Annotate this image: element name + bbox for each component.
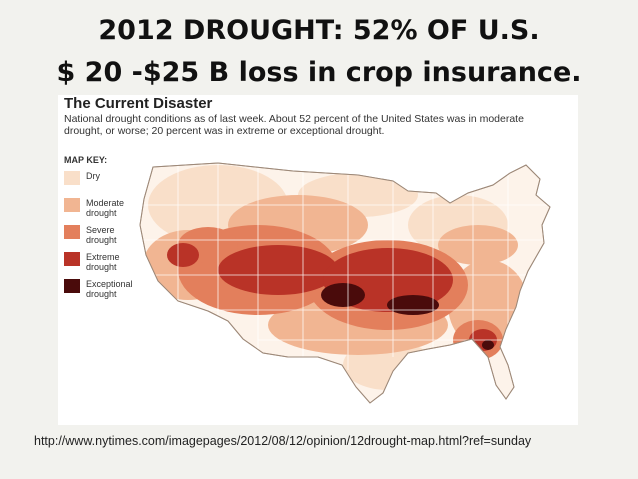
region-exceptional bbox=[482, 340, 494, 350]
legend-label-dry: Dry bbox=[86, 171, 100, 181]
drought-regions bbox=[140, 163, 548, 390]
legend-item-moderate: Moderate drought bbox=[64, 198, 144, 225]
legend-item-extreme: Extreme drought bbox=[64, 252, 144, 279]
slide-title-line-2: $ 20 -$25 B loss in crop insurance. bbox=[56, 57, 582, 88]
slide-title-line-1: 2012 DROUGHT: 52% OF U.S. bbox=[98, 15, 540, 46]
legend-label-exceptional: Exceptional drought bbox=[86, 279, 133, 299]
swatch-dry bbox=[64, 171, 80, 185]
region-extreme bbox=[167, 243, 199, 267]
us-drought-map bbox=[139, 162, 551, 404]
map-key-title: MAP KEY: bbox=[64, 155, 108, 165]
region-exceptional bbox=[321, 283, 365, 307]
swatch-exceptional bbox=[64, 279, 80, 293]
source-link[interactable]: http://www.nytimes.com/imagepages/2012/0… bbox=[34, 434, 532, 448]
swatch-moderate bbox=[64, 198, 80, 212]
swatch-extreme bbox=[64, 252, 80, 266]
legend-label-extreme: Extreme drought bbox=[86, 252, 120, 272]
region-extreme bbox=[218, 245, 338, 295]
figure-description: National drought conditions as of last w… bbox=[64, 113, 524, 137]
drought-map-figure: The Current Disaster National drought co… bbox=[58, 95, 578, 425]
region-moderate bbox=[438, 225, 518, 265]
legend-label-severe: Severe drought bbox=[86, 225, 117, 245]
region-exceptional bbox=[387, 295, 439, 315]
legend-item-severe: Severe drought bbox=[64, 225, 144, 252]
legend-item-dry: Dry bbox=[64, 171, 144, 198]
figure-heading: The Current Disaster bbox=[64, 95, 213, 112]
state-borders bbox=[140, 163, 548, 370]
legend-item-exceptional: Exceptional drought bbox=[64, 279, 144, 306]
legend-label-moderate: Moderate drought bbox=[86, 198, 125, 218]
swatch-severe bbox=[64, 225, 80, 239]
us-border bbox=[139, 162, 551, 404]
map-key: MAP KEY: Dry Moderate drought Severe dro… bbox=[64, 155, 144, 306]
